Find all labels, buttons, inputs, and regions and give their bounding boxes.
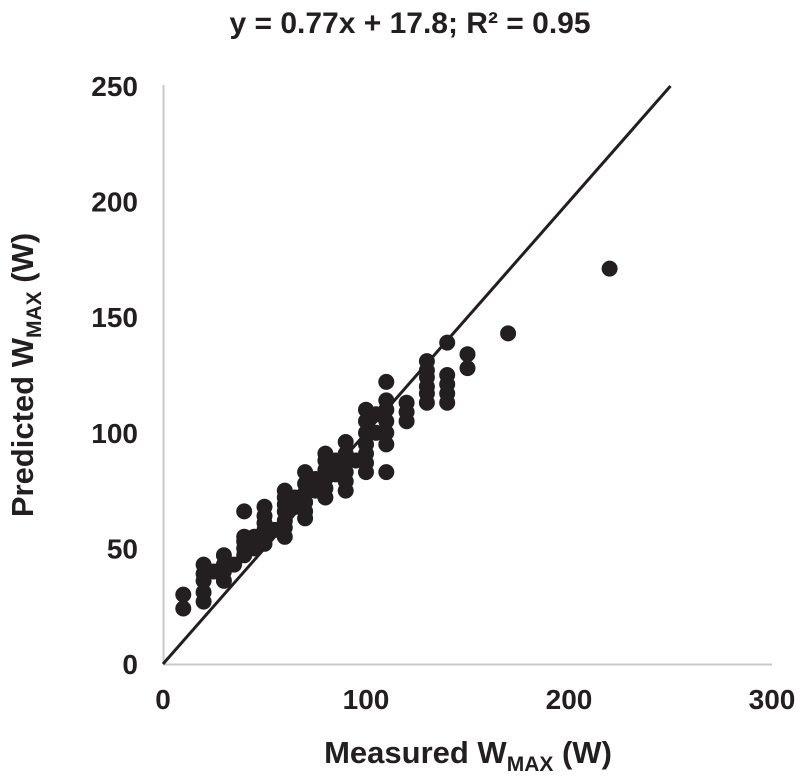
data-point [378,373,395,390]
data-point [459,346,476,363]
data-point [378,464,395,481]
plot-area [161,85,772,666]
data-point [256,498,273,515]
data-point [226,556,243,573]
data-point [398,394,415,411]
identity-line [161,85,672,665]
x-axis-title: Measured WMAX (W) [324,735,612,776]
y-axis-title-subscript: MAX [23,291,46,338]
x-tick-labels: 0 100 200 300 [155,684,795,715]
y-tick-labels: 0 50 100 150 200 250 [91,71,138,680]
chart-title: y = 0.77x + 17.8; R² = 0.95 [229,7,590,40]
y-tick-label: 50 [107,533,138,564]
y-axis-title: Predicted WMAX (W) [5,233,46,517]
data-point [378,392,395,409]
data-point [439,367,456,383]
data-point [378,436,395,453]
y-tick-label: 150 [91,302,138,333]
y-tick-label: 0 [122,649,138,680]
data-point [378,424,395,441]
data-point [175,586,192,603]
data-point [358,436,374,453]
data-point [337,434,354,450]
y-tick-label: 250 [91,71,138,102]
x-axis-title-unit: (W) [553,735,612,770]
y-tick-label: 100 [91,418,138,449]
data-point [236,503,253,520]
y-tick-label: 200 [91,187,138,218]
data-point [500,325,517,342]
data-points [175,260,618,617]
data-point [215,547,232,564]
data-point [601,260,618,277]
data-point [175,600,192,617]
y-axis-title-main: Predicted W [5,337,40,517]
data-point [195,584,212,601]
x-tick-label: 0 [155,684,171,715]
y-axis-title-unit: (W) [5,233,40,292]
x-axis-title-main: Measured W [324,735,507,770]
x-tick-label: 200 [546,684,593,715]
data-point [378,413,395,430]
x-tick-label: 100 [343,684,390,715]
x-axis-title-subscript: MAX [507,753,554,776]
x-tick-label: 300 [749,684,796,715]
data-point [459,360,476,377]
